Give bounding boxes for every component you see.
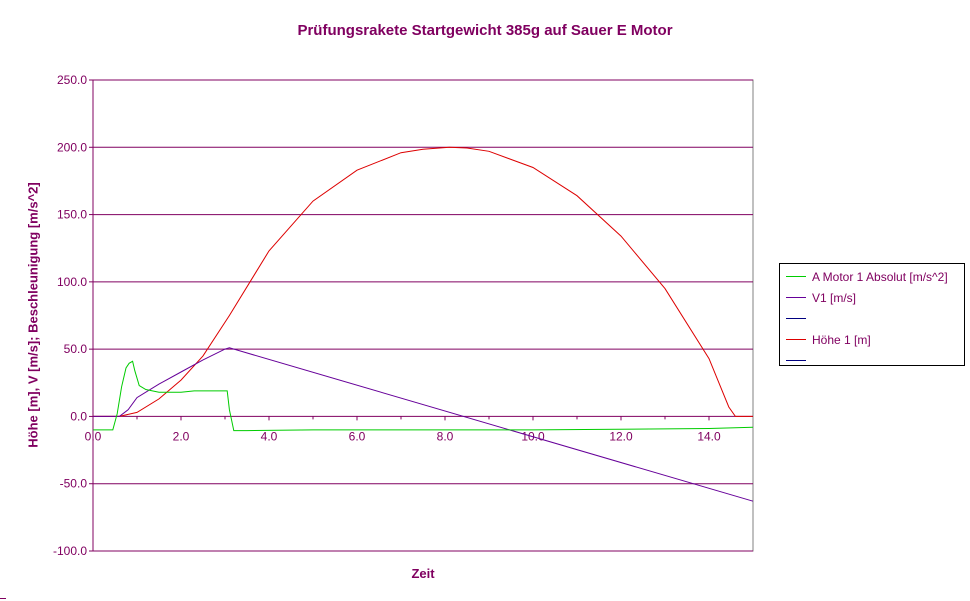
y-tick-label: 0.0	[70, 409, 87, 423]
legend: A Motor 1 Absolut [m/s^2] V1 [m/s] Höhe …	[779, 263, 965, 366]
chart-title: Prüfungsrakete Startgewicht 385g auf Sau…	[297, 22, 673, 39]
legend-item: Höhe 1 [m]	[786, 329, 964, 350]
x-tick-label: 2.0	[173, 429, 190, 443]
y-axis-label-text: Höhe [m], V [m/s]; Beschleunigung [m/s^2…	[25, 182, 41, 448]
y-tick-label: 250.0	[57, 73, 87, 87]
legend-swatch	[786, 297, 806, 298]
legend-swatch	[786, 318, 806, 319]
y-tick-label: -100.0	[53, 544, 87, 558]
y-tick-label: 100.0	[57, 275, 87, 289]
series-line	[93, 360, 754, 432]
series-line	[93, 146, 753, 417]
legend-label: Höhe 1 [m]	[812, 332, 871, 347]
x-tick-label: 6.0	[349, 429, 366, 443]
x-tick-label: 14.0	[697, 429, 721, 443]
x-tick-label: 4.0	[261, 429, 278, 443]
y-tick-label: 200.0	[57, 140, 87, 154]
series-line	[93, 347, 754, 502]
legend-item	[786, 308, 964, 329]
y-tick-label: -50.0	[60, 477, 88, 491]
legend-label: V1 [m/s]	[812, 290, 857, 305]
corner-mark	[0, 598, 6, 599]
y-tick-label: 50.0	[64, 342, 88, 356]
legend-swatch	[786, 360, 806, 361]
legend-item	[786, 350, 964, 371]
legend-item: A Motor 1 Absolut [m/s^2]	[786, 266, 964, 287]
x-tick-label: 0.0	[85, 429, 102, 443]
x-tick-label: 12.0	[609, 429, 633, 443]
legend-swatch	[786, 276, 806, 277]
legend-swatch	[786, 339, 806, 340]
plot-area	[92, 79, 754, 552]
x-axis-label: Zeit	[411, 566, 435, 581]
y-tick-label: 150.0	[57, 208, 87, 222]
x-tick-label: 8.0	[437, 429, 454, 443]
legend-label: A Motor 1 Absolut [m/s^2]	[812, 269, 948, 284]
legend-item: V1 [m/s]	[786, 287, 964, 308]
